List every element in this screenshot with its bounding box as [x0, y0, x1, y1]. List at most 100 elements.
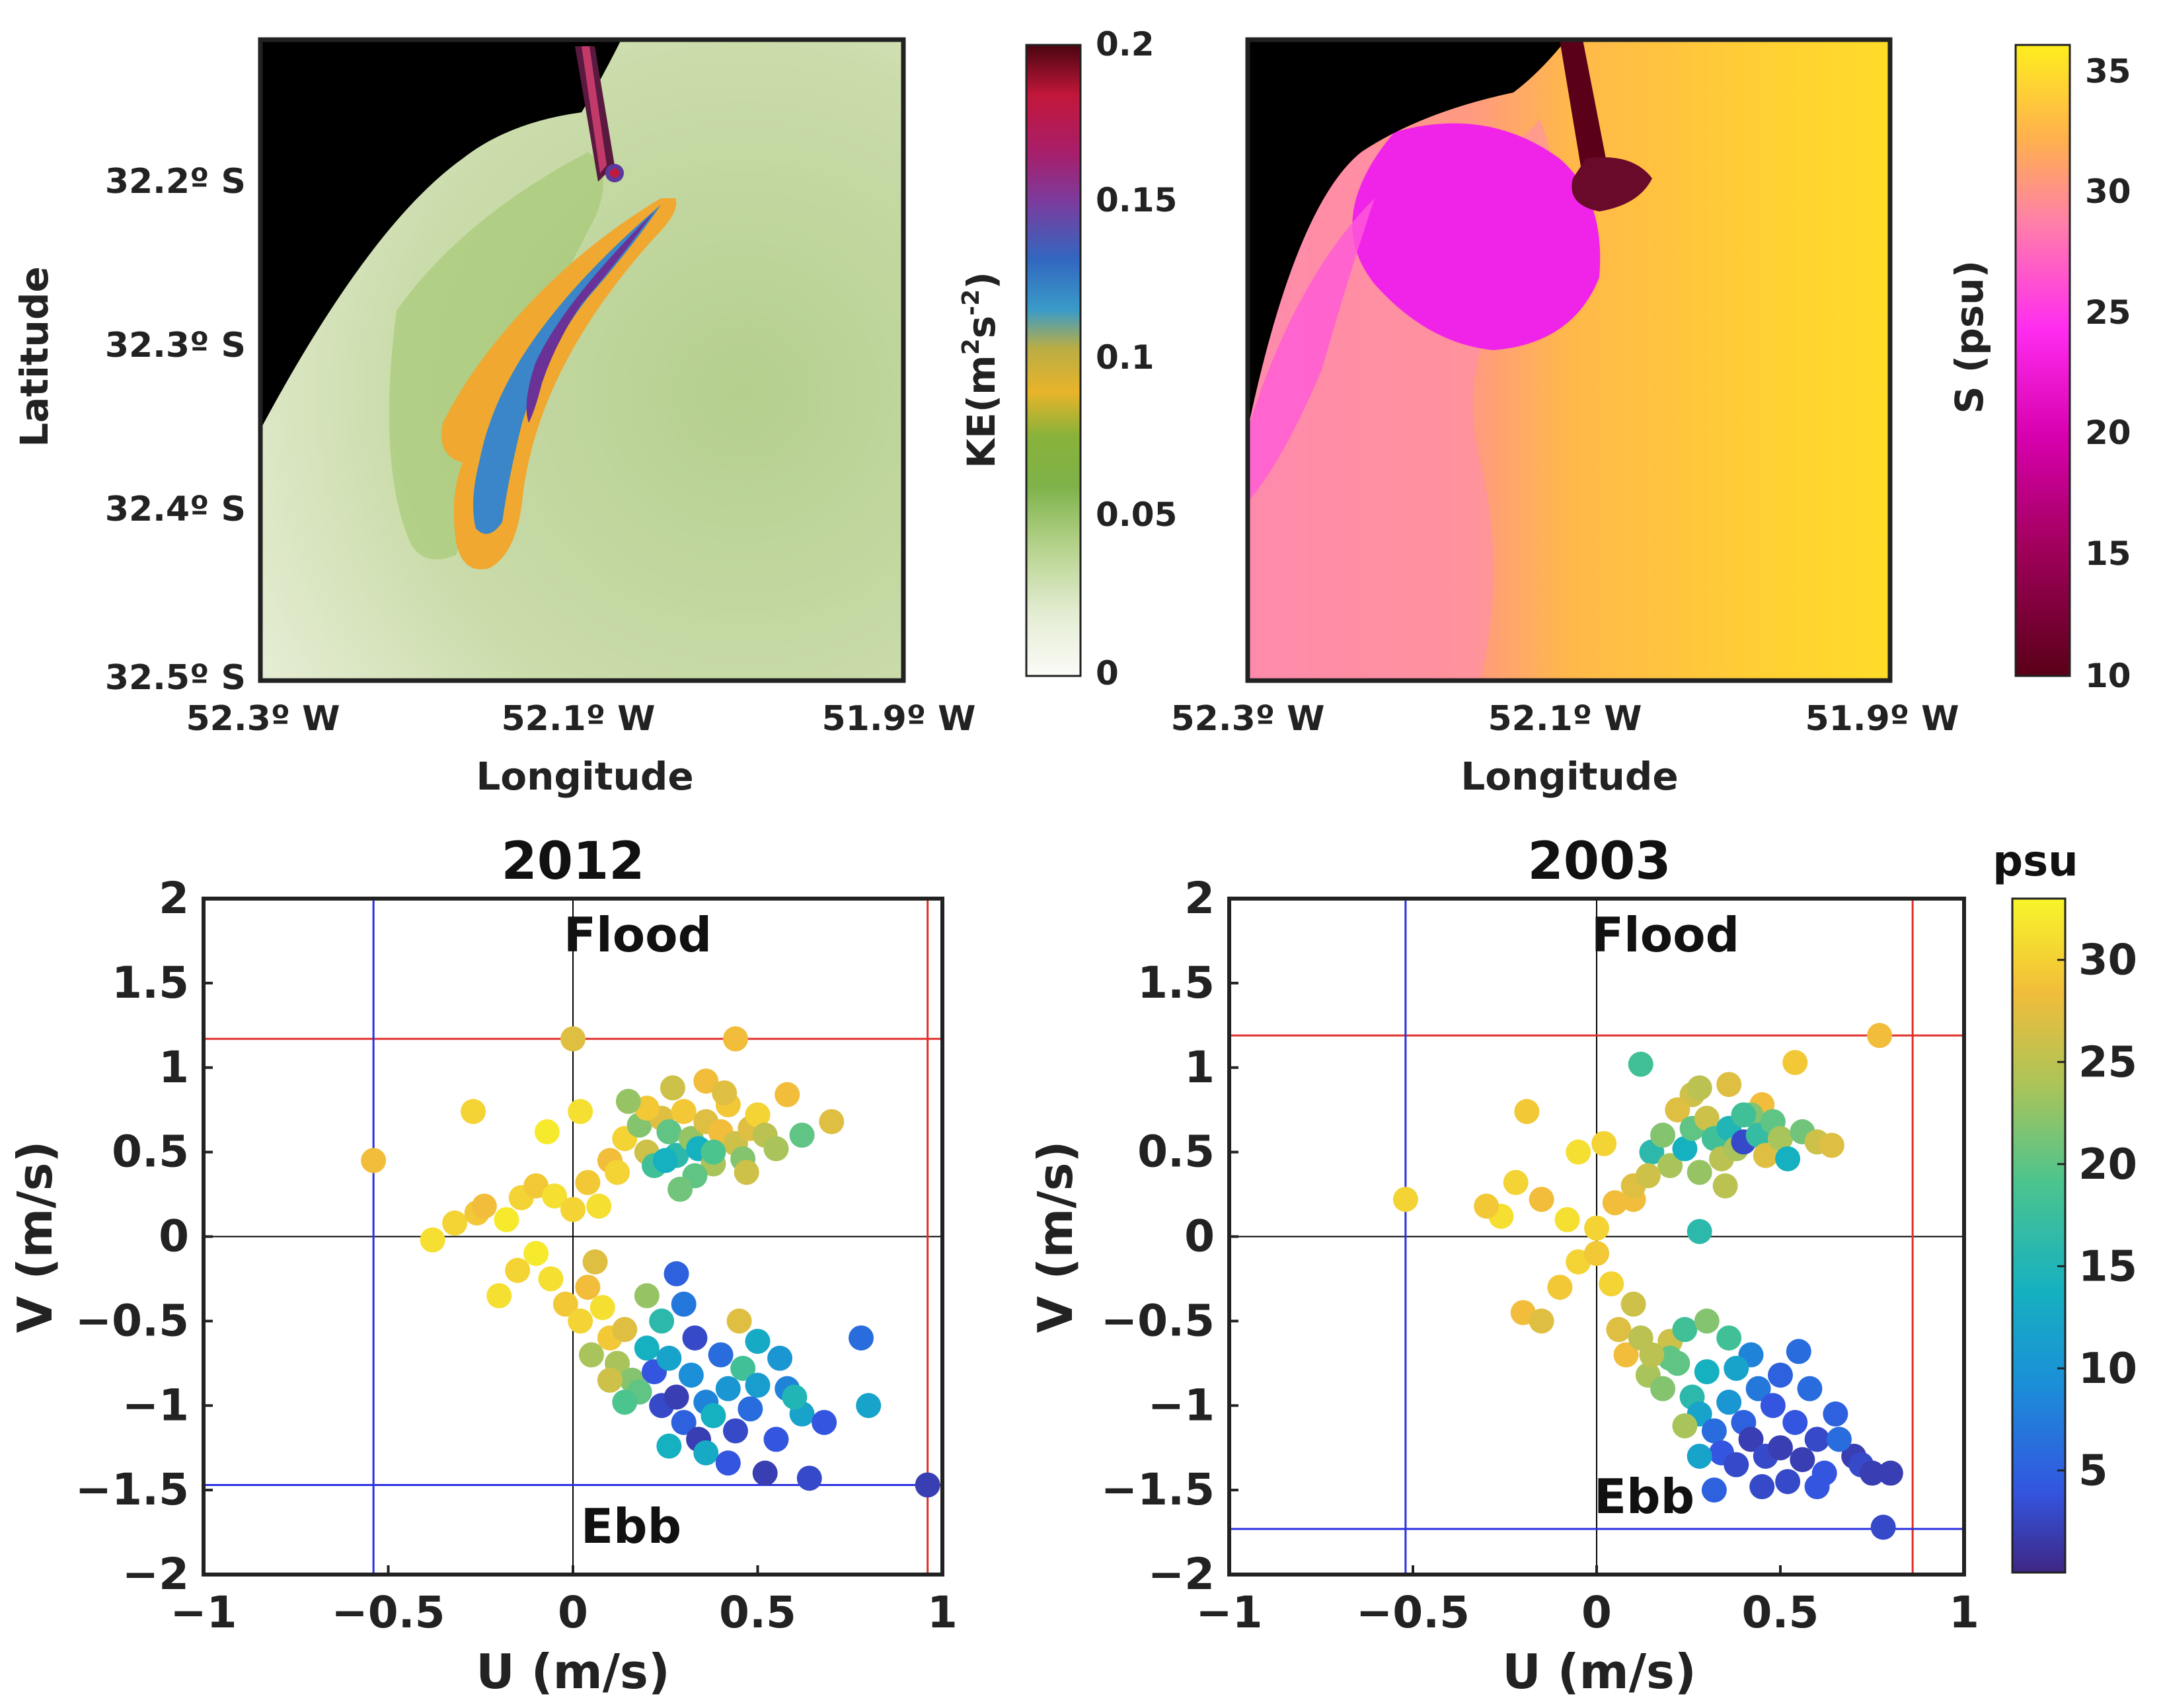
- scatter-point: [597, 1367, 623, 1393]
- scatter-point: [1672, 1317, 1698, 1343]
- scatter-point: [1650, 1376, 1676, 1401]
- ke-cbar-tick: 0.05: [1096, 496, 1177, 534]
- scatter-point: [1823, 1401, 1848, 1427]
- ke-cbar-tick: 0.1: [1096, 338, 1155, 377]
- scatter-point: [1613, 1342, 1639, 1368]
- psu-colorbar: [2011, 897, 2067, 1574]
- y-tick-label: 1.5: [1137, 957, 1215, 1008]
- scatter-point: [775, 1082, 800, 1107]
- sal-cbar-tick: 25: [2085, 293, 2131, 332]
- scatter-point: [763, 1427, 789, 1452]
- scatter-point: [1826, 1427, 1852, 1452]
- scatter-point: [1599, 1271, 1624, 1297]
- axis-ticks: −1 −0.5 0 0.5 1 2 1.5 1 0.5 0 −0.5 −1 −1.5 −2: [1101, 873, 1979, 1638]
- psu-cbar-tick: 5: [2078, 1446, 2108, 1495]
- scatter-point: [1782, 1409, 1808, 1435]
- y-axis-label: V (m/s): [7, 1141, 63, 1333]
- scatter-point: [652, 1148, 678, 1173]
- scatter-point: [471, 1193, 497, 1219]
- scatter-point: [1724, 1452, 1749, 1477]
- scatter-point: [1804, 1427, 1830, 1452]
- lon-tick: 52.1º W: [1488, 699, 1642, 739]
- scatter-point: [849, 1325, 874, 1351]
- scatter-point: [575, 1170, 601, 1195]
- scatter-point: [1701, 1418, 1727, 1444]
- scatter-point: [667, 1176, 693, 1202]
- scatter-point: [1687, 1218, 1712, 1244]
- scatter-points-2012: [361, 1026, 940, 1498]
- scatter-point: [915, 1472, 940, 1498]
- scatter-point: [1687, 1075, 1712, 1101]
- salinity-colorbar-label: S (psu): [1947, 260, 1992, 414]
- scatter-point: [1716, 1072, 1742, 1097]
- scatter-point: [693, 1068, 719, 1094]
- scatter-point: [505, 1257, 531, 1283]
- y-tick-label: −0.5: [1101, 1295, 1215, 1346]
- scatter-point: [1768, 1126, 1793, 1152]
- scatter-point: [1860, 1460, 1885, 1486]
- scatter-point: [1870, 1514, 1896, 1540]
- scatter-point: [1694, 1308, 1720, 1334]
- scatter-point: [722, 1026, 748, 1052]
- scatter-point: [1797, 1376, 1823, 1401]
- scatter-point: [682, 1325, 708, 1351]
- x-tick-label: 0: [558, 1587, 588, 1638]
- scatter-point: [1529, 1308, 1554, 1334]
- y-tick-label: 1: [1184, 1042, 1215, 1093]
- lon-tick: 51.9º W: [821, 699, 975, 739]
- psu-cbar-tick: 10: [2078, 1345, 2137, 1393]
- scatter-point: [1650, 1123, 1676, 1148]
- ke-colorbar-ticks: 0.2 0.15 0.1 0.05 0: [1096, 25, 1177, 692]
- scatter-point: [738, 1396, 763, 1422]
- scatter-point: [1694, 1105, 1720, 1131]
- scatter-point: [1716, 1390, 1742, 1415]
- scatter-point: [1554, 1207, 1580, 1232]
- x-tick-label: 0: [1581, 1587, 1612, 1638]
- scatter-point: [1775, 1469, 1801, 1495]
- lat-tick: 32.3º S: [105, 326, 246, 365]
- scatter-point: [745, 1329, 771, 1355]
- scatter-point: [715, 1376, 741, 1401]
- scatter-point: [656, 1345, 682, 1371]
- scatter-point: [605, 1160, 630, 1185]
- scatter-point: [1584, 1215, 1609, 1241]
- y-tick-label: 2: [1184, 873, 1215, 924]
- scatter-point: [734, 1160, 759, 1185]
- scatter-point: [1786, 1339, 1811, 1364]
- x-tick-label: 0.5: [719, 1587, 796, 1638]
- scatter-point: [1687, 1443, 1712, 1469]
- scatter-point: [1867, 1023, 1893, 1049]
- scatter-point: [1745, 1376, 1771, 1401]
- x-tick-label: −1: [170, 1587, 237, 1638]
- salinity-colorbar-ticks: 35 30 25 20 15 10: [2085, 52, 2131, 695]
- x-axis-label: U (m/s): [1502, 1644, 1696, 1699]
- ke-cbar-tick: 0.2: [1096, 25, 1155, 63]
- scatter-point: [1716, 1325, 1742, 1351]
- scatter-point: [634, 1335, 660, 1361]
- x-tick-label: 1: [1949, 1587, 1979, 1638]
- scatter-point: [1775, 1146, 1801, 1171]
- scatter-point: [589, 1294, 615, 1320]
- scatter-point: [361, 1148, 387, 1173]
- scatter-point: [1694, 1359, 1720, 1385]
- y-tick-label: 1: [159, 1042, 189, 1093]
- y-tick-label: −1.5: [1101, 1464, 1215, 1515]
- scatter-point: [763, 1136, 789, 1162]
- psu-cbar-tick: 30: [2078, 936, 2137, 985]
- scatter-point: [671, 1099, 697, 1125]
- psu-colorbar-ticks: 30 25 20 15 10 5: [2057, 936, 2137, 1495]
- scatter-point: [1724, 1355, 1749, 1381]
- scatter-point: [1547, 1275, 1573, 1300]
- scatter-point: [1878, 1460, 1903, 1486]
- ke-map: [260, 40, 903, 681]
- scatter-point: [582, 1249, 608, 1275]
- x-axis-label: U (m/s): [476, 1644, 670, 1699]
- scatter-point: [1657, 1153, 1683, 1179]
- scatter-point: [420, 1227, 445, 1253]
- scatter-point: [767, 1345, 793, 1371]
- scatter-point: [701, 1403, 726, 1429]
- y-tick-label: 0: [159, 1211, 189, 1262]
- scatter-point: [656, 1119, 682, 1144]
- scatter-point: [678, 1362, 704, 1388]
- psu-cbar-tick: 20: [2078, 1140, 2137, 1189]
